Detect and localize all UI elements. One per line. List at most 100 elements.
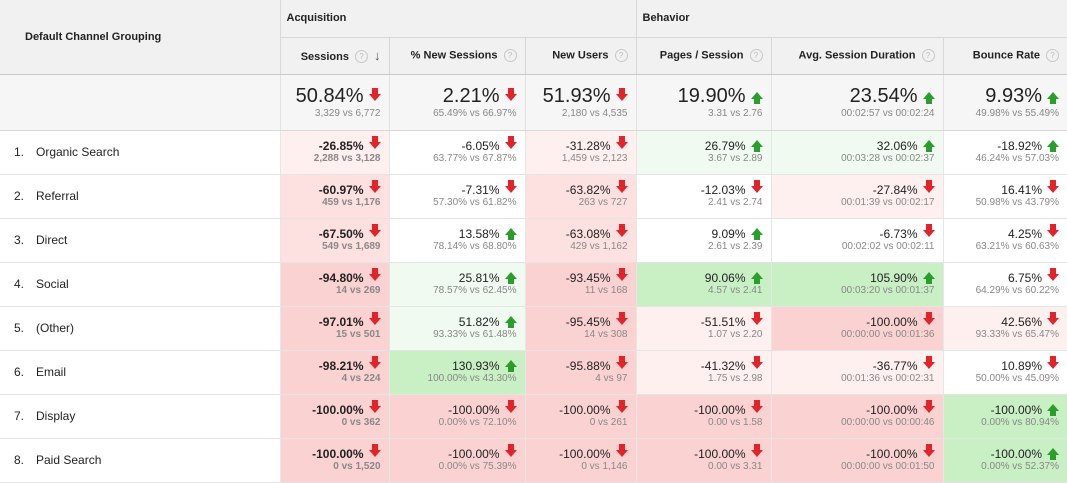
channel-name-link[interactable]: Social [36, 277, 69, 291]
column-header-bounce-rate[interactable]: Bounce Rate? [943, 37, 1067, 74]
arrow-down-icon [1047, 274, 1059, 281]
metric-percent: 6.75% [944, 272, 1067, 285]
metric-percent-value: -94.80% [319, 271, 364, 285]
behavior-group-header: Behavior [636, 0, 1067, 37]
channel-name-link[interactable]: (Other) [36, 321, 74, 335]
metric-cell: 32.06%00:03:28 vs 00:02:37 [771, 130, 943, 174]
metric-comparison: 57.30% vs 61.82% [390, 197, 525, 209]
metric-cell: -7.31%57.30% vs 61.82% [389, 174, 525, 218]
channel-cell: 7.Display [0, 394, 280, 438]
column-header-new-sessions[interactable]: % New Sessions? [389, 37, 525, 74]
arrow-down-icon [923, 406, 935, 413]
help-icon[interactable]: ? [355, 50, 368, 63]
dimension-header[interactable]: Default Channel Grouping [0, 0, 280, 74]
metric-cell: -94.80%14 vs 269 [280, 262, 389, 306]
metric-cell: -98.21%4 vs 224 [280, 350, 389, 394]
metric-comparison: 0.00% vs 80.94% [944, 417, 1067, 429]
totals-cell: 2.21%65.49% vs 66.97% [389, 74, 525, 130]
metric-cell: -95.45%14 vs 308 [525, 306, 636, 350]
metric-comparison: 00:03:20 vs 00:01:37 [772, 285, 943, 297]
totals-percent-value: 19.90% [678, 85, 746, 107]
metric-percent-value: -100.00% [448, 403, 499, 417]
metric-cell: -100.00%0.00% vs 52.37% [943, 438, 1067, 482]
column-header-sessions[interactable]: Sessions?↓ [280, 37, 389, 74]
metric-cell: -100.00%0.00% vs 75.39% [389, 438, 525, 482]
acquisition-group-header: Acquisition [280, 0, 636, 37]
metric-cell: -51.51%1.07 vs 2.20 [636, 306, 771, 350]
arrow-up-icon [1047, 140, 1059, 147]
metric-cell: -67.50%549 vs 1,689 [280, 218, 389, 262]
column-header-label: New Users [552, 49, 608, 61]
column-header-new-users[interactable]: New Users? [525, 37, 636, 74]
help-icon[interactable]: ? [504, 49, 517, 62]
metric-percent-value: 51.82% [459, 315, 500, 329]
channel-name-link[interactable]: Display [36, 409, 75, 423]
table-row: 8.Paid Search-100.00%0 vs 1,520-100.00%0… [0, 438, 1067, 482]
channel-name-link[interactable]: Organic Search [36, 145, 119, 159]
metric-cell: 42.56%93.33% vs 65.47% [943, 306, 1067, 350]
arrow-up-icon [505, 272, 517, 279]
channel-cell: 6.Email [0, 350, 280, 394]
arrow-down-icon [751, 406, 763, 413]
metric-comparison: 78.57% vs 62.45% [390, 285, 525, 297]
channel-name-link[interactable]: Direct [36, 233, 67, 247]
arrow-up-icon [505, 316, 517, 323]
arrow-up-icon [1047, 448, 1059, 455]
arrow-down-icon [1047, 362, 1059, 369]
metric-percent-value: -6.05% [461, 139, 499, 153]
metric-cell: 90.06%4.57 vs 2.41 [636, 262, 771, 306]
metric-percent: -97.01% [281, 316, 389, 329]
metric-percent-value: -7.31% [461, 183, 499, 197]
metric-cell: 13.58%78.14% vs 68.80% [389, 218, 525, 262]
metric-percent-value: -100.00% [991, 447, 1042, 461]
channel-cell: 4.Social [0, 262, 280, 306]
metric-percent: 13.58% [390, 228, 525, 241]
channel-cell: 5.(Other) [0, 306, 280, 350]
column-header-avg-session-duration[interactable]: Avg. Session Duration? [771, 37, 943, 74]
metric-cell: 16.41%50.98% vs 43.79% [943, 174, 1067, 218]
metric-comparison: 93.33% vs 65.47% [944, 329, 1067, 341]
help-icon[interactable]: ? [922, 49, 935, 62]
arrow-up-icon [923, 140, 935, 147]
channel-name-link[interactable]: Paid Search [36, 453, 101, 467]
column-header-label: Pages / Session [660, 49, 744, 61]
help-icon[interactable]: ? [750, 49, 763, 62]
arrow-down-icon [505, 186, 517, 193]
row-number: 4. [14, 277, 36, 291]
help-icon[interactable]: ? [1046, 49, 1059, 62]
metric-percent: 9.09% [637, 228, 771, 241]
help-icon[interactable]: ? [615, 49, 628, 62]
sort-descending-icon[interactable]: ↓ [374, 48, 381, 63]
metric-comparison: 00:02:02 vs 00:02:11 [772, 241, 943, 253]
totals-comparison: 65.49% vs 66.97% [390, 108, 525, 120]
metric-cell: -100.00%0.00% vs 80.94% [943, 394, 1067, 438]
column-header-pages-session[interactable]: Pages / Session? [636, 37, 771, 74]
metric-percent-value: 42.56% [1001, 315, 1042, 329]
metric-percent-value: 105.90% [870, 271, 917, 285]
metric-cell: -63.08%429 vs 1,162 [525, 218, 636, 262]
table-row: 1.Organic Search-26.85%2,288 vs 3,128-6.… [0, 130, 1067, 174]
arrow-down-icon [505, 142, 517, 149]
column-header-label: Avg. Session Duration [799, 49, 916, 61]
arrow-down-icon [616, 230, 628, 237]
metric-percent-value: -100.00% [694, 403, 745, 417]
totals-comparison: 49.98% vs 55.49% [944, 108, 1067, 120]
metric-percent: 105.90% [772, 272, 943, 285]
channel-name-link[interactable]: Referral [36, 189, 79, 203]
metric-percent-value: -51.51% [701, 315, 746, 329]
metric-cell: -100.00%0 vs 261 [525, 394, 636, 438]
metric-cell: 25.81%78.57% vs 62.45% [389, 262, 525, 306]
arrow-down-icon [369, 142, 381, 149]
metric-percent-value: -100.00% [866, 315, 917, 329]
channel-name-link[interactable]: Email [36, 365, 66, 379]
metric-percent: -95.88% [526, 360, 636, 373]
row-number: 5. [14, 321, 36, 335]
metric-percent-value: 130.93% [452, 359, 499, 373]
metric-percent: -60.97% [281, 184, 389, 197]
metric-comparison: 00:01:39 vs 00:02:17 [772, 197, 943, 209]
metric-percent: -41.32% [637, 360, 771, 373]
metric-cell: 10.89%50.00% vs 45.09% [943, 350, 1067, 394]
totals-percent: 19.90% [637, 85, 771, 107]
metric-cell: -60.97%459 vs 1,176 [280, 174, 389, 218]
